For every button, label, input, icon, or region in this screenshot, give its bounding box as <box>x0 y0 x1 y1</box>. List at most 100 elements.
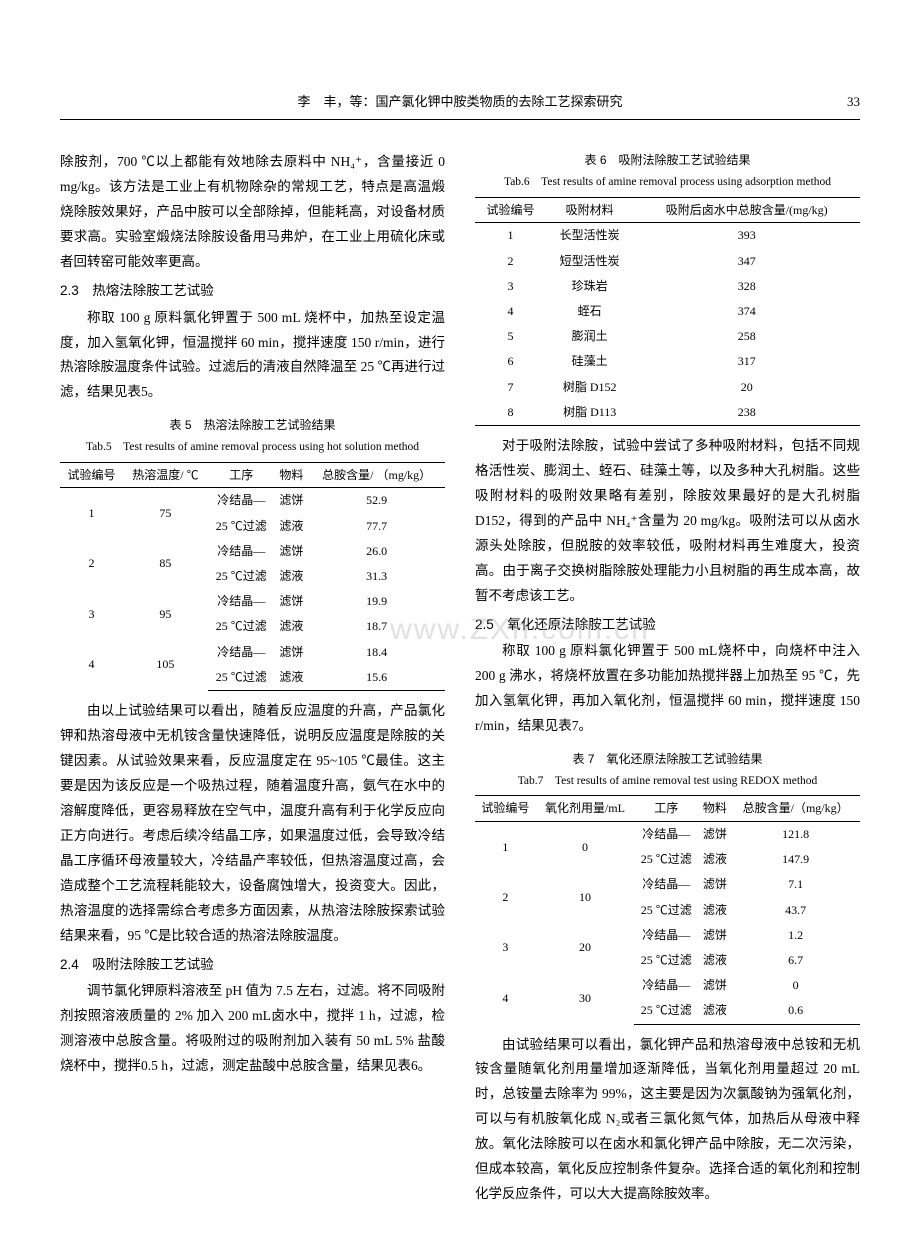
table7-subtitle: Tab.7 Test results of amine removal test… <box>475 771 860 792</box>
table-cell: 121.8 <box>731 822 860 848</box>
table-cell: 75 <box>123 488 208 539</box>
table-cell: 328 <box>633 274 860 299</box>
table-cell: 25 ℃过滤 <box>208 564 275 589</box>
table-cell: 冷结晶— <box>208 640 275 665</box>
paragraph: 除胺剂，700 ℃以上都能有效地除去原料中 NH₄⁺，含量接近 0 mg/kg。… <box>60 150 445 275</box>
table-cell: 43.7 <box>731 898 860 923</box>
table-cell: 蛭石 <box>546 299 633 324</box>
table-cell: 238 <box>633 400 860 426</box>
table-cell: 25 ℃过滤 <box>208 665 275 691</box>
table-cell: 7.1 <box>731 872 860 897</box>
th: 试验编号 <box>475 796 536 822</box>
table5-wrap: 试验编号 热溶温度/ ℃ 工序 物料 总胺含量/ （mg/kg） 1 75 冷结… <box>60 462 445 691</box>
paragraph: 对于吸附法除胺，试验中尝试了多种吸附材料，包括不同规格活性炭、膨润土、蛭石、硅藻… <box>475 434 860 609</box>
table-cell: 滤饼 <box>274 640 308 665</box>
table-cell: 105 <box>123 640 208 691</box>
table-cell: 52.9 <box>308 488 445 514</box>
th: 试验编号 <box>475 197 546 223</box>
table-cell: 3 <box>475 923 536 973</box>
table-cell: 347 <box>633 249 860 274</box>
table-cell: 2 <box>60 539 123 589</box>
table7: 试验编号 氧化剂用量/mL 工序 物料 总胺含量/（mg/kg） 1 0 冷结晶… <box>475 795 860 1024</box>
table-cell: 珍珠岩 <box>546 274 633 299</box>
table-cell: 10 <box>536 872 634 922</box>
table-cell: 4 <box>475 973 536 1024</box>
table-cell: 滤液 <box>698 948 731 973</box>
table-cell: 滤液 <box>274 665 308 691</box>
header-title: 李 丰，等：国产氯化钾中胺类物质的去除工艺探索研究 <box>297 94 622 109</box>
table-cell: 滤饼 <box>698 822 731 848</box>
table5-subtitle: Tab.5 Test results of amine removal proc… <box>60 437 445 458</box>
table6-subtitle: Tab.6 Test results of amine removal proc… <box>475 172 860 193</box>
table-cell: 滤饼 <box>274 589 308 614</box>
th: 总胺含量/（mg/kg） <box>731 796 860 822</box>
page-header: 李 丰，等：国产氯化钾中胺类物质的去除工艺探索研究 33 <box>60 90 860 120</box>
table-cell: 15.6 <box>308 665 445 691</box>
table-cell: 25 ℃过滤 <box>208 614 275 639</box>
table-cell: 冷结晶— <box>634 822 698 848</box>
table-cell: 0 <box>731 973 860 998</box>
table-cell: 1 <box>60 488 123 539</box>
table-cell: 1 <box>475 822 536 873</box>
page-number: 33 <box>847 90 860 113</box>
table-cell: 258 <box>633 324 860 349</box>
table-cell: 77.7 <box>308 514 445 539</box>
table-cell: 0.6 <box>731 998 860 1024</box>
table-cell: 20 <box>633 375 860 400</box>
paragraph: 由试验结果可以看出，氯化钾产品和热溶母液中总铵和无机铵含量随氧化剂用量增加逐渐降… <box>475 1033 860 1208</box>
table-cell: 冷结晶— <box>634 973 698 998</box>
table-cell: 树脂 D113 <box>546 400 633 426</box>
table-cell: 30 <box>536 973 634 1024</box>
table-cell: 树脂 D152 <box>546 375 633 400</box>
table-cell: 长型活性炭 <box>546 223 633 249</box>
table-cell: 6.7 <box>731 948 860 973</box>
table-cell: 85 <box>123 539 208 589</box>
table-cell: 5 <box>475 324 546 349</box>
table-cell: 1 <box>475 223 546 249</box>
paragraph: 称取 100 g 原料氯化钾置于 500 mL烧杯中，向烧杯中注入 200 g … <box>475 639 860 739</box>
table-cell: 滤液 <box>274 564 308 589</box>
table-cell: 393 <box>633 223 860 249</box>
table-cell: 25 ℃过滤 <box>208 514 275 539</box>
th: 工序 <box>208 462 275 488</box>
table-cell: 147.9 <box>731 847 860 872</box>
table-cell: 滤液 <box>274 614 308 639</box>
table-cell: 6 <box>475 349 546 374</box>
th: 热溶温度/ ℃ <box>123 462 208 488</box>
table-cell: 4 <box>475 299 546 324</box>
table-cell: 3 <box>475 274 546 299</box>
table-cell: 滤液 <box>698 998 731 1024</box>
two-column-layout: 除胺剂，700 ℃以上都能有效地除去原料中 NH₄⁺，含量接近 0 mg/kg。… <box>60 150 860 1207</box>
table-cell: 25 ℃过滤 <box>634 847 698 872</box>
th: 吸附材料 <box>546 197 633 223</box>
th: 物料 <box>274 462 308 488</box>
table-cell: 冷结晶— <box>208 589 275 614</box>
table-cell: 18.4 <box>308 640 445 665</box>
table5: 试验编号 热溶温度/ ℃ 工序 物料 总胺含量/ （mg/kg） 1 75 冷结… <box>60 462 445 691</box>
table-cell: 25 ℃过滤 <box>634 898 698 923</box>
table-cell: 0 <box>536 822 634 873</box>
table-cell: 短型活性炭 <box>546 249 633 274</box>
paragraph: 由以上试验结果可以看出，随着反应温度的升高，产品氯化钾和热溶母液中无机铵含量快速… <box>60 699 445 949</box>
th: 工序 <box>634 796 698 822</box>
table-cell: 25 ℃过滤 <box>634 998 698 1024</box>
table-cell: 滤饼 <box>274 488 308 514</box>
th: 试验编号 <box>60 462 123 488</box>
th: 物料 <box>698 796 731 822</box>
table-cell: 冷结晶— <box>208 488 275 514</box>
table-cell: 冷结晶— <box>208 539 275 564</box>
table-cell: 3 <box>60 589 123 639</box>
table-cell: 冷结晶— <box>634 923 698 948</box>
table-cell: 滤液 <box>274 514 308 539</box>
table-cell: 冷结晶— <box>634 872 698 897</box>
table-cell: 滤饼 <box>698 923 731 948</box>
table-cell: 2 <box>475 249 546 274</box>
table-cell: 1.2 <box>731 923 860 948</box>
table-cell: 滤饼 <box>274 539 308 564</box>
table6-title: 表 6 吸附法除胺工艺试验结果 <box>475 150 860 172</box>
table-cell: 374 <box>633 299 860 324</box>
th: 吸附后卤水中总胺含量/(mg/kg) <box>633 197 860 223</box>
header-rule <box>60 119 860 120</box>
section-heading-2-4: 2.4 吸附法除胺工艺试验 <box>60 953 445 977</box>
table-cell: 7 <box>475 375 546 400</box>
